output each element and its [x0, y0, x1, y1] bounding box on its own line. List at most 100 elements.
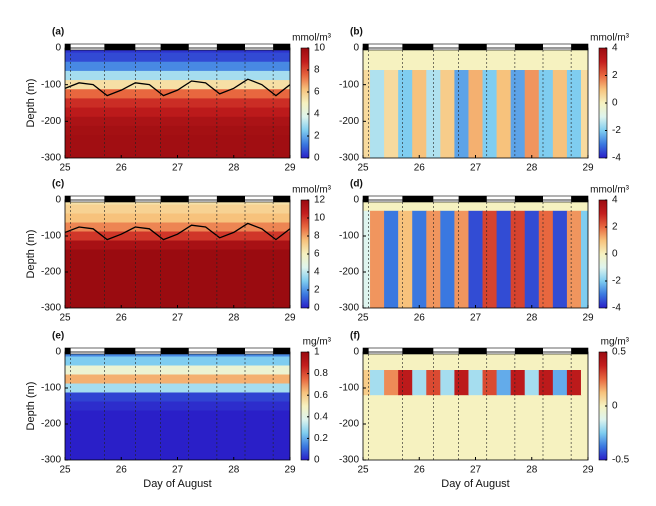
anomaly-cell: [440, 210, 455, 308]
anomaly-cell: [524, 210, 540, 308]
anomaly-cell: [412, 210, 427, 308]
colorbar-tick-label: 1: [314, 347, 320, 358]
y-tick-label: 0: [55, 347, 61, 358]
night-bar: [402, 196, 434, 202]
profile-cell: [65, 204, 290, 214]
y-tick-label: 0: [353, 347, 359, 358]
x-tick-label: 27: [470, 465, 482, 476]
profile-cell: [65, 374, 290, 384]
night-bar: [273, 348, 290, 354]
x-tick-label: 27: [470, 313, 482, 324]
profile-cell: [65, 365, 290, 375]
profile-cell: [65, 61, 290, 72]
night-bar: [104, 44, 136, 50]
anomaly-cell: [580, 210, 588, 308]
night-bar: [160, 348, 189, 354]
night-bar: [216, 44, 245, 50]
colorbar-tick-label: 4: [612, 43, 618, 54]
profile-cell: [65, 410, 290, 420]
anomaly-cell: [363, 370, 371, 396]
night-bar: [65, 44, 71, 50]
x-tick-label: 25: [59, 163, 71, 174]
night-bar: [104, 348, 136, 354]
profile-cell: [65, 356, 290, 366]
colorbar-unit: mg/m³: [601, 337, 630, 348]
colorbar-tick-label: 12: [314, 195, 326, 206]
night-bar: [402, 44, 434, 50]
profile-cell: [65, 437, 290, 447]
colorbar-tick-label: 2: [612, 70, 618, 81]
x-tick-label: 25: [357, 163, 369, 174]
night-bar: [571, 44, 588, 50]
night-bar: [65, 196, 71, 202]
anomaly-cell: [496, 210, 512, 308]
profile-cell: [65, 144, 290, 154]
colorbar-unit: mmol/m³: [292, 185, 332, 196]
colorbar-tick-label: 0: [314, 455, 320, 466]
profile-cell: [65, 70, 290, 81]
x-tick-label: 25: [357, 465, 369, 476]
colorbar-tick-label: -4: [612, 153, 621, 164]
colorbar-tick-label: 2: [314, 285, 320, 296]
x-tick-label: 29: [284, 313, 296, 324]
colorbar-unit: mmol/m³: [292, 33, 332, 44]
colorbar-unit: mmol/m³: [590, 33, 630, 44]
y-tick-label: -300: [339, 455, 359, 466]
x-axis-label: Day of August: [441, 478, 510, 490]
colorbar-tick-label: 0: [612, 249, 618, 260]
colorbar: [300, 351, 310, 461]
colorbar-tick-label: -0.5: [612, 455, 630, 466]
night-bar: [273, 196, 290, 202]
profile-cell: [65, 285, 290, 295]
x-tick-label: 28: [526, 163, 538, 174]
field: [363, 200, 588, 308]
night-bar: [216, 196, 245, 202]
panel-label: (b): [350, 27, 363, 38]
anomaly-cell: [454, 70, 469, 158]
profile-cell: [65, 98, 290, 109]
night-bar: [363, 196, 369, 202]
x-axis-label: Day of August: [143, 478, 212, 490]
profile-cell: [65, 294, 290, 304]
y-axis-label: Depth (m): [25, 382, 37, 431]
x-tick-label: 25: [59, 465, 71, 476]
colorbar-tick-label: 0.6: [314, 390, 328, 401]
anomaly-cell: [440, 70, 455, 158]
colorbar-tick-label: 6: [314, 249, 320, 260]
x-tick-label: 26: [414, 313, 426, 324]
anomaly-cell: [384, 210, 399, 308]
y-tick-label: -200: [339, 267, 359, 278]
profile-cell: [65, 428, 290, 438]
anomaly-cell: [454, 210, 469, 308]
anomaly-cell: [524, 370, 540, 396]
y-tick-label: 0: [353, 195, 359, 206]
x-tick-label: 28: [228, 465, 240, 476]
y-tick-label: -100: [339, 79, 359, 90]
colorbar-tick-label: 0.5: [612, 347, 626, 358]
anomaly-cell: [580, 370, 588, 396]
anomaly-cell: [454, 370, 469, 396]
panel: 25 26 27 28 29 0 -100 -200 -300 (f) Day of August -…: [339, 331, 630, 490]
colorbar-tick-label: 0: [612, 98, 618, 109]
profile-cell: [65, 116, 290, 127]
x-tick-label: 26: [116, 163, 128, 174]
panel-label: (c): [52, 179, 64, 190]
colorbar-tick-label: 6: [314, 87, 320, 98]
colorbar-unit: mmol/m³: [590, 185, 630, 196]
profile-cell: [65, 80, 290, 90]
night-bar: [363, 348, 369, 354]
y-tick-label: -200: [339, 116, 359, 127]
anomaly-cell: [552, 70, 568, 158]
colorbar-tick-label: 4: [314, 109, 320, 120]
x-tick-label: 26: [116, 465, 128, 476]
profile-cell: [65, 352, 290, 357]
anomaly-cell: [496, 370, 512, 396]
colorbar-tick-label: 0: [314, 153, 320, 164]
anomaly-cell: [580, 70, 588, 158]
y-tick-label: -200: [41, 267, 61, 278]
profile-cell: [65, 52, 290, 63]
anomaly-cell: [412, 370, 427, 396]
y-tick-label: -300: [41, 455, 61, 466]
anomaly-cell: [482, 70, 498, 158]
